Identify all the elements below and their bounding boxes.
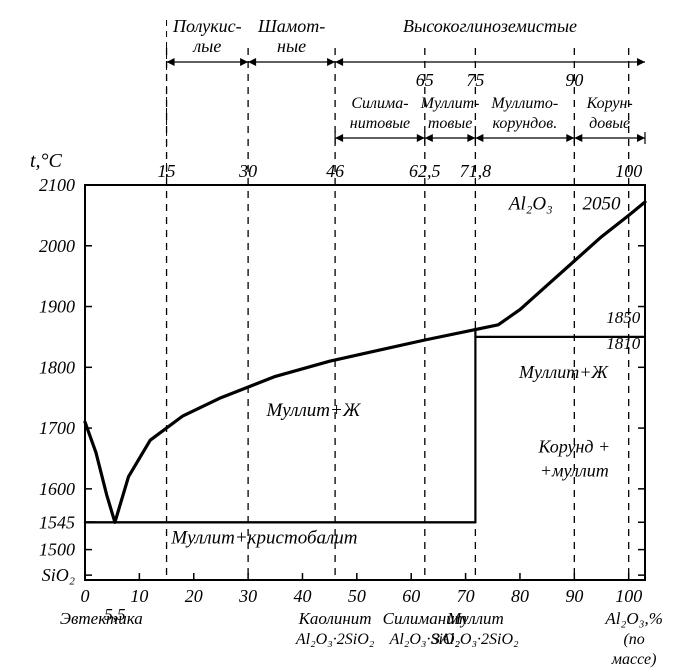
x-below-label: Al₂O₃,%: [604, 609, 663, 628]
header-group-label: Шамот-: [257, 16, 325, 36]
y-tick-label: 1900: [39, 297, 75, 317]
top-axis-tick: 62,5: [409, 161, 441, 181]
region-label: Al₂O₃: [507, 193, 553, 214]
x-below-extra: массе): [611, 651, 657, 668]
header-group-label2: ные: [277, 36, 306, 56]
header-subnumber: 65: [416, 70, 434, 90]
header-subgroup-label2: довые: [589, 115, 630, 132]
x-tick-label: 0: [81, 586, 90, 606]
phase-diagram-svg: Полукис-лые Шамот-ные Высокоглиноземистые 6…: [0, 0, 685, 672]
x-tick-label: 40: [293, 586, 311, 606]
x-below-label: Каолинит: [298, 609, 372, 628]
x-tick-label: 90: [565, 586, 583, 606]
x-tick-label: 60: [402, 586, 420, 606]
header-subgroup-label: Корун-: [586, 95, 633, 112]
x-below-label: Эвтектика: [60, 609, 143, 628]
x-tick-label: 50: [348, 586, 366, 606]
x-tick-label: 80: [511, 586, 529, 606]
region-label: 1810: [606, 334, 641, 353]
header-subgroup-label: Муллит-: [420, 95, 480, 112]
y-tick-label: 1600: [39, 479, 75, 499]
y-tick-label: 2100: [39, 175, 75, 195]
region-label: 2050: [583, 193, 622, 214]
plot-border: [85, 185, 645, 580]
y-tick-label: 2000: [39, 236, 75, 256]
header-subgroup-label2: нитовые: [350, 115, 410, 132]
header-subgroup-label: Муллито-: [490, 95, 558, 112]
y-tick-label: 1700: [39, 418, 75, 438]
curve-liquidus_main: [85, 330, 475, 523]
x-tick-label: 30: [238, 586, 257, 606]
header-group-label: Высокоглиноземистые: [403, 16, 577, 36]
x-tick-label: 100: [615, 586, 642, 606]
header-subnumber: 90: [565, 70, 583, 90]
header-group-label2: лые: [192, 36, 221, 56]
y-tick-label: 1545: [39, 512, 75, 532]
header-subgroup-label2: корундов.: [492, 115, 557, 132]
top-axis-tick: 71,8: [460, 161, 492, 181]
x-tick-label: 20: [185, 586, 203, 606]
x-below-formula: Al₂O₃·2SiO₂: [295, 631, 375, 648]
region-label: 1850: [606, 308, 641, 327]
x-tick-label: 10: [130, 586, 148, 606]
top-axis-tick: 30: [238, 161, 257, 181]
top-axis-tick: 15: [158, 161, 176, 181]
y-tick-label: 1500: [39, 540, 75, 560]
region-label: Муллит+Ж: [518, 362, 609, 382]
region-label: +муллит: [540, 461, 609, 481]
y-tick-label: SiO₂: [42, 565, 75, 585]
header-subgroup-label: Силима-: [351, 95, 408, 112]
header-group-label: Полукис-: [172, 16, 242, 36]
figure-container: { "figure": { "type": "phase-diagram", "…: [0, 0, 685, 672]
x-below-formula: 3Al₂O₃·2SiO₂: [431, 631, 519, 648]
region-label: Корунд +: [537, 436, 610, 456]
x-below-formula: (по: [623, 631, 644, 648]
top-axis-tick: 46: [326, 161, 344, 181]
x-below-label: Муллит: [446, 609, 504, 628]
header-subgroup-label2: товые: [428, 115, 472, 132]
region-label: Муллит+Ж: [265, 400, 361, 421]
top-axis-tick: 100: [615, 161, 642, 181]
y-axis-label: t,°C: [30, 150, 63, 172]
header-subnumber: 75: [466, 70, 484, 90]
x-tick-label: 70: [457, 586, 475, 606]
y-tick-label: 1800: [39, 357, 75, 377]
region-label: Муллит+кристобалит: [170, 528, 357, 549]
